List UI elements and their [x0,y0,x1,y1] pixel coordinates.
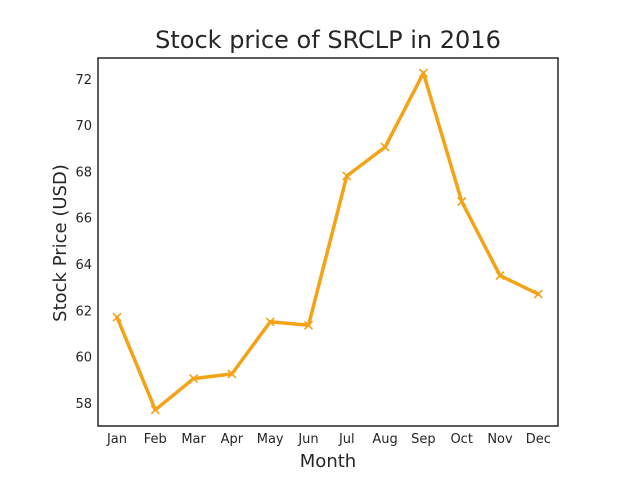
data-point-marker [495,270,505,281]
x-tick-label: May [257,432,284,447]
series-line [115,71,541,412]
y-tick-label: 70 [75,119,92,134]
data-point-marker [533,289,543,299]
x-tick-label: Aug [372,432,397,447]
data-point-marker [457,196,467,207]
x-tick-label: Jun [297,432,318,447]
y-axis-label: Stock Price (USD) [50,164,71,322]
plot-frame [97,57,559,427]
data-point-marker [418,68,428,78]
x-tick-label: Apr [221,432,244,447]
data-point-marker [265,317,275,327]
data-point-marker [189,373,199,384]
data-point-marker [150,405,160,415]
x-tick-label: Dec [526,432,551,447]
y-tick-label: 58 [75,397,92,412]
y-tick-label: 72 [75,73,92,88]
data-point-marker [380,142,390,152]
y-tick-label: 60 [75,351,92,366]
data-point-marker [112,312,122,322]
x-tick-label: Feb [144,432,167,447]
x-tick-label: Jan [106,432,127,447]
x-tick-label: Sep [411,432,436,447]
y-tick-label: 66 [75,212,92,227]
x-tick-label: Jul [338,432,355,447]
data-point-marker [342,171,352,181]
data-point-marker [303,320,314,330]
data-point-marker [227,369,237,379]
x-tick-label: Mar [181,432,206,447]
x-tick-label: Oct [450,432,472,447]
y-tick-label: 64 [75,258,92,273]
x-tick-label: Nov [487,432,513,447]
y-tick-label: 62 [75,304,92,319]
plot-area: 58 60 62 64 66 68 70 72 Jan Feb Mar Apr May Jun Jul Aug… [75,57,559,447]
x-axis-label: Month [300,451,356,472]
chart-title: Stock price of SRCLP in 2016 [155,26,501,54]
y-tick-label: 68 [75,165,92,180]
